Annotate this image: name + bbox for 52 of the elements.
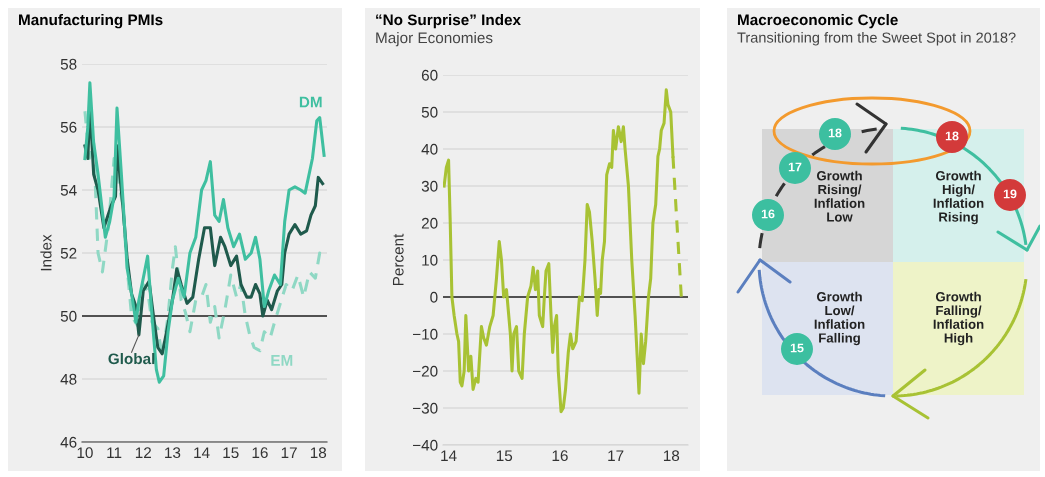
x-tick-label: 10 — [77, 447, 93, 459]
y-tick-label: 20 — [421, 217, 438, 229]
y-tick-label: 54 — [60, 185, 77, 196]
y-axis-title: Index — [40, 234, 52, 271]
y-tick-label: −30 — [412, 402, 438, 414]
y-tick-label: 58 — [60, 58, 77, 70]
series-label: EM — [271, 355, 293, 366]
y-tick-label: 30 — [421, 180, 438, 192]
series-label: DM — [299, 96, 322, 108]
y-tick-label: −10 — [412, 328, 438, 340]
text: 18 — [945, 131, 959, 141]
x-tick-label: 14 — [194, 447, 210, 458]
y-axis-title: Percent — [392, 233, 404, 286]
text: Growth High/ Inflation Rising — [933, 170, 984, 225]
x-tick-label: 14 — [441, 450, 457, 461]
y-tick-label: 48 — [60, 373, 77, 385]
x-tick-label: 13 — [165, 447, 181, 459]
text: Transitioning from the Sweet Spot in 2018? — [737, 32, 1016, 46]
x-tick-label: 17 — [281, 447, 297, 458]
x-tick-label: 11 — [107, 447, 122, 458]
chart-subtitle: Major Economies — [376, 32, 493, 47]
x-tick-label: 17 — [608, 450, 624, 461]
chart-title: “No Surprise” Index — [376, 14, 521, 29]
text: Growth Rising/ Inflation Low — [814, 170, 865, 222]
y-tick-label: −20 — [412, 365, 438, 377]
y-tick-label: 56 — [60, 121, 77, 133]
line-series — [83, 81, 326, 384]
y-tick-label: 0 — [430, 291, 438, 303]
y-tick-label: 46 — [60, 436, 77, 448]
text: Growth Low/ Inflation Falling — [814, 291, 865, 346]
text: Macroeconomic Cycle — [738, 14, 898, 29]
x-tick-label: 18 — [310, 447, 327, 459]
x-tick-label: 15 — [223, 447, 239, 459]
text: Growth Falling/ Inflation High — [933, 291, 984, 346]
chart-title: Manufacturing PMIs — [19, 14, 163, 29]
text: 16 — [761, 209, 775, 219]
text: 18 — [828, 128, 842, 138]
x-tick-label: 16 — [552, 450, 568, 462]
x-tick-label: 15 — [496, 450, 513, 462]
y-tick-label: 10 — [422, 254, 438, 266]
x-tick-label: 12 — [135, 447, 151, 458]
y-tick-label: 52 — [60, 247, 77, 259]
y-tick-label: 50 — [60, 310, 77, 322]
text: 19 — [1003, 189, 1017, 199]
y-tick-label: 40 — [421, 143, 438, 155]
y-tick-label: 50 — [421, 106, 438, 118]
y-tick-label: −40 — [412, 439, 438, 451]
y-tick-label: 60 — [421, 69, 438, 81]
x-tick-label: 18 — [663, 450, 680, 462]
text: 15 — [790, 343, 804, 353]
text: 17 — [788, 162, 802, 172]
x-tick-label: 16 — [252, 447, 268, 459]
